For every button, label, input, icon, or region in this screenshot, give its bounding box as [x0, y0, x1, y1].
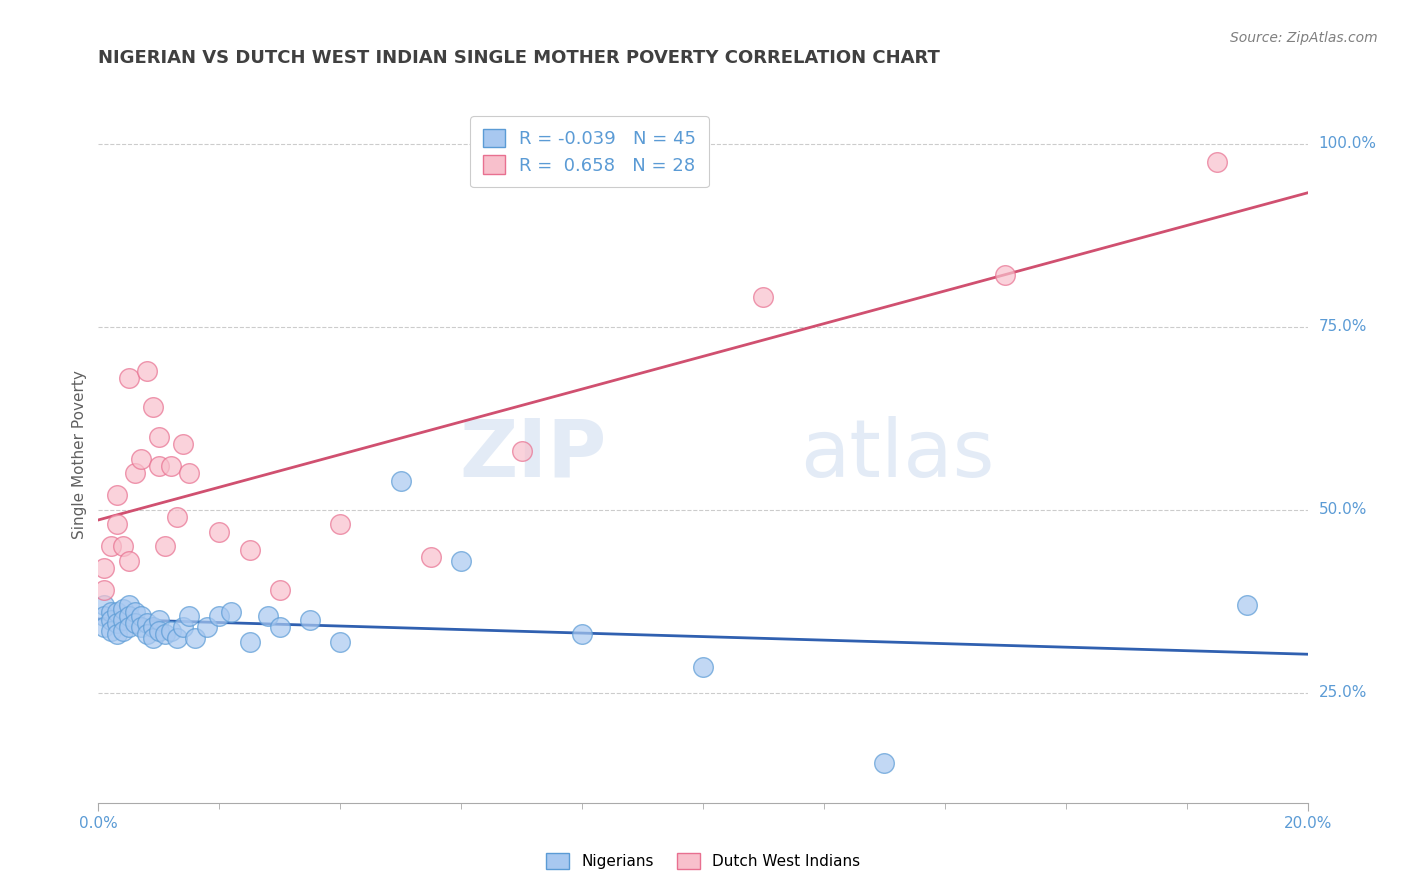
- Point: [269, 583, 291, 598]
- Point: [172, 620, 194, 634]
- Point: [148, 429, 170, 443]
- Point: [1236, 598, 1258, 612]
- Point: [160, 458, 183, 473]
- Point: [177, 467, 201, 481]
- Point: [124, 616, 146, 631]
- Text: ZIP: ZIP: [458, 416, 606, 494]
- Point: [105, 606, 128, 620]
- Point: [93, 583, 115, 598]
- Point: [105, 616, 128, 631]
- Text: 50.0%: 50.0%: [1319, 502, 1367, 517]
- Point: [389, 474, 412, 488]
- Point: [129, 609, 152, 624]
- Point: [100, 606, 122, 620]
- Point: [221, 606, 243, 620]
- Point: [118, 554, 141, 568]
- Point: [177, 609, 201, 624]
- Point: [105, 517, 128, 532]
- Point: [135, 616, 157, 631]
- Point: [299, 613, 322, 627]
- Text: 75.0%: 75.0%: [1319, 319, 1367, 334]
- Point: [111, 624, 134, 638]
- Point: [142, 401, 165, 415]
- Point: [994, 268, 1017, 283]
- Point: [208, 524, 231, 539]
- Point: [100, 624, 122, 638]
- Point: [256, 609, 278, 624]
- Point: [419, 550, 441, 565]
- Point: [111, 613, 134, 627]
- Point: [111, 540, 134, 554]
- Point: [208, 609, 231, 624]
- Point: [172, 437, 194, 451]
- Text: 100.0%: 100.0%: [1319, 136, 1376, 151]
- Point: [184, 631, 207, 645]
- Point: [93, 609, 115, 624]
- Point: [111, 601, 134, 615]
- Point: [329, 634, 352, 648]
- Point: [450, 554, 472, 568]
- Point: [105, 627, 128, 641]
- Point: [160, 624, 183, 638]
- Point: [166, 631, 188, 645]
- Point: [752, 290, 775, 304]
- Point: [135, 627, 157, 641]
- Point: [239, 634, 262, 648]
- Point: [142, 631, 165, 645]
- Text: 25.0%: 25.0%: [1319, 685, 1367, 700]
- Point: [153, 627, 176, 641]
- Point: [118, 609, 141, 624]
- Point: [135, 364, 157, 378]
- Legend: Nigerians, Dutch West Indians: Nigerians, Dutch West Indians: [540, 847, 866, 875]
- Y-axis label: Single Mother Poverty: Single Mother Poverty: [72, 370, 87, 540]
- Point: [93, 598, 115, 612]
- Point: [148, 624, 170, 638]
- Point: [118, 620, 141, 634]
- Point: [100, 613, 122, 627]
- Text: Source: ZipAtlas.com: Source: ZipAtlas.com: [1230, 31, 1378, 45]
- Point: [124, 467, 146, 481]
- Point: [510, 444, 533, 458]
- Point: [1206, 155, 1229, 169]
- Point: [195, 620, 218, 634]
- Text: atlas: atlas: [800, 416, 994, 494]
- Point: [129, 451, 152, 466]
- Point: [118, 371, 141, 385]
- Point: [100, 540, 122, 554]
- Point: [93, 620, 115, 634]
- Point: [148, 613, 170, 627]
- Point: [105, 488, 128, 502]
- Point: [873, 756, 896, 770]
- Point: [153, 540, 176, 554]
- Point: [166, 510, 188, 524]
- Point: [269, 620, 291, 634]
- Point: [571, 627, 593, 641]
- Point: [329, 517, 352, 532]
- Point: [93, 561, 115, 575]
- Point: [142, 620, 165, 634]
- Point: [692, 660, 714, 674]
- Point: [129, 620, 152, 634]
- Point: [118, 598, 141, 612]
- Legend: R = -0.039   N = 45, R =  0.658   N = 28: R = -0.039 N = 45, R = 0.658 N = 28: [470, 116, 709, 187]
- Point: [124, 606, 146, 620]
- Text: NIGERIAN VS DUTCH WEST INDIAN SINGLE MOTHER POVERTY CORRELATION CHART: NIGERIAN VS DUTCH WEST INDIAN SINGLE MOT…: [98, 49, 941, 67]
- Point: [239, 543, 262, 558]
- Point: [148, 458, 170, 473]
